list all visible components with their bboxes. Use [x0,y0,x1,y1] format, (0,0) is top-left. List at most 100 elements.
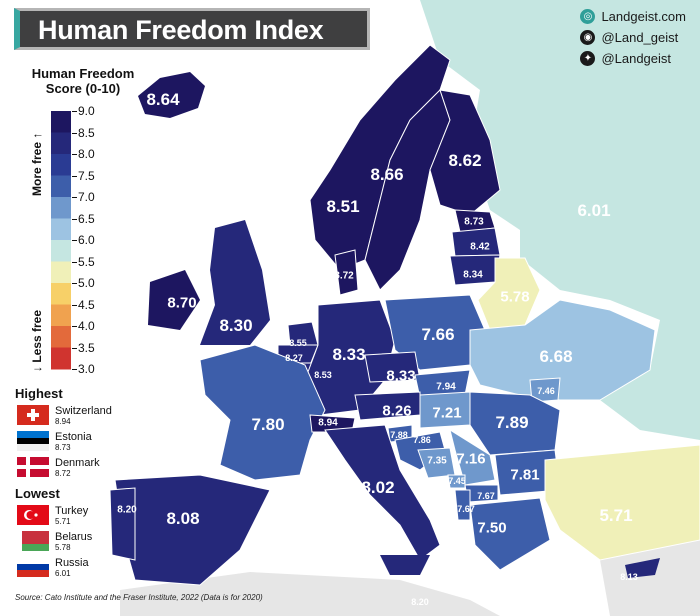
legend-tick-label: 9.0 [78,104,95,118]
map-label-albania: 7.67 [457,504,475,514]
country-iceland [138,72,205,118]
map-label-france: 7.80 [251,415,285,434]
legend-swatch [51,132,71,155]
map-label-germany: 8.33 [332,345,366,364]
turkey-flag-icon [17,505,49,525]
russia-flag-icon [17,557,49,577]
country-ukraine [469,299,656,401]
lowest-value: 5.78 [55,543,71,552]
legend-tick-mark [72,304,77,306]
highest-name: Denmark [55,457,100,469]
country-montenegro [447,474,466,489]
legend-color-scale [51,111,71,370]
map-label-montenegro: 7.45 [448,476,466,486]
map-label-slovenia: 7.88 [390,430,408,440]
country-russia [420,0,700,440]
legend-swatch [51,154,71,176]
instagram-icon: ◉ [580,30,596,45]
legend-less-free-label: ↓ Less free [30,309,44,372]
lowest-name: Belarus [55,531,93,543]
legend-tick-label: 4.5 [78,297,95,312]
lowest-name: Turkey [55,505,89,517]
belarus-flag-icon [17,531,49,551]
map-label-lithuania: 8.34 [463,269,483,281]
country-denmark [334,249,359,296]
map-label-austria: 8.26 [382,402,412,420]
legend-tick-mark [72,132,77,134]
legend-tick-mark [72,369,77,370]
map-label-italy: 8.02 [361,478,395,497]
legend-swatch [51,283,71,305]
legend-tick-label: 7.0 [78,190,95,204]
map-label-poland: 7.66 [421,325,455,344]
legend-tick-label: 5.0 [78,276,95,290]
map-label-bulgaria: 7.81 [510,466,540,484]
country-portugal [109,487,136,561]
social-row-twitter[interactable]: ✦ @Landgeist [580,48,686,69]
highest-value: 8.73 [55,443,71,452]
map-label-turkey: 5.71 [599,506,633,525]
map-label-ukraine: 6.68 [539,347,573,366]
legend-tick-label: 5.5 [78,254,95,269]
map-label-denmark: 8.72 [334,270,354,282]
map-label-netherlands: 8.55 [289,338,307,348]
page-title: Human Freedom Index [38,15,324,45]
legend-swatch [51,218,71,241]
legend-tick-label: 3.5 [78,340,95,355]
legend-more-free-label: More free ↑ [30,132,44,196]
social-links: ◎ Landgeist.com ◉ @Land_geist ✦ @Landgei… [580,6,686,69]
country-turkey [544,444,700,561]
lowest-name: Russia [55,557,89,569]
map-label-belgium: 8.27 [285,353,303,363]
highest-name: Estonia [55,431,92,443]
legend-tick-label: 6.0 [78,233,95,247]
map-label-bosnia: 7.35 [427,455,447,467]
map-label-uk: 8.30 [219,316,253,335]
social-instagram-text: @Land_geist [601,30,679,45]
country-ireland [148,270,200,330]
map-label-moldova: 7.46 [537,386,555,396]
country-serbia [449,428,496,486]
switzerland-flag-icon [17,405,49,425]
legend-swatch [51,240,71,262]
legend-tick-label: 8.5 [78,125,95,140]
map-label-malta: 8.20 [411,597,429,607]
country-sicily [380,555,430,575]
twitter-icon: ✦ [580,51,596,66]
map-label-belarus: 5.78 [500,288,530,306]
globe-icon: ◎ [580,9,596,24]
legend-swatch [51,175,71,198]
country-france [199,344,326,481]
map-label-estonia: 8.73 [464,216,484,228]
country-albania [454,489,471,521]
map-label-czechia: 8.33 [386,367,416,385]
map-label-luxembourg: 8.53 [314,370,332,380]
north-africa-land [120,572,500,616]
highest-value: 8.94 [55,417,71,426]
legend-swatch [51,326,71,348]
lowest-value: 5.71 [55,517,71,526]
map-label-ireland: 8.70 [167,294,197,312]
map-label-greece: 7.50 [477,519,507,537]
social-row-website[interactable]: ◎ Landgeist.com [580,6,686,27]
map-label-slovakia: 7.94 [436,381,456,393]
legend-tick-mark [72,240,77,241]
legend-tick-mark [72,154,77,155]
legend-swatch [51,304,71,327]
map-label-serbia: 7.16 [456,450,486,468]
legend-tick-mark [72,175,77,177]
country-moldova [529,377,561,403]
map-label-russia: 6.01 [577,201,611,220]
map-label-portugal: 8.20 [117,504,137,516]
legend-tick-mark [72,261,77,263]
social-row-instagram[interactable]: ◉ @Land_geist [580,27,686,48]
social-website-text: Landgeist.com [601,9,686,24]
estonia-flag-icon [17,431,49,451]
legend-title: Human Freedom Score (0-10) [31,66,135,96]
map-label-romania: 7.89 [495,413,529,432]
legend-tick-mark [72,326,77,327]
legend-swatch [51,347,71,370]
legend-tick-mark [72,111,77,112]
